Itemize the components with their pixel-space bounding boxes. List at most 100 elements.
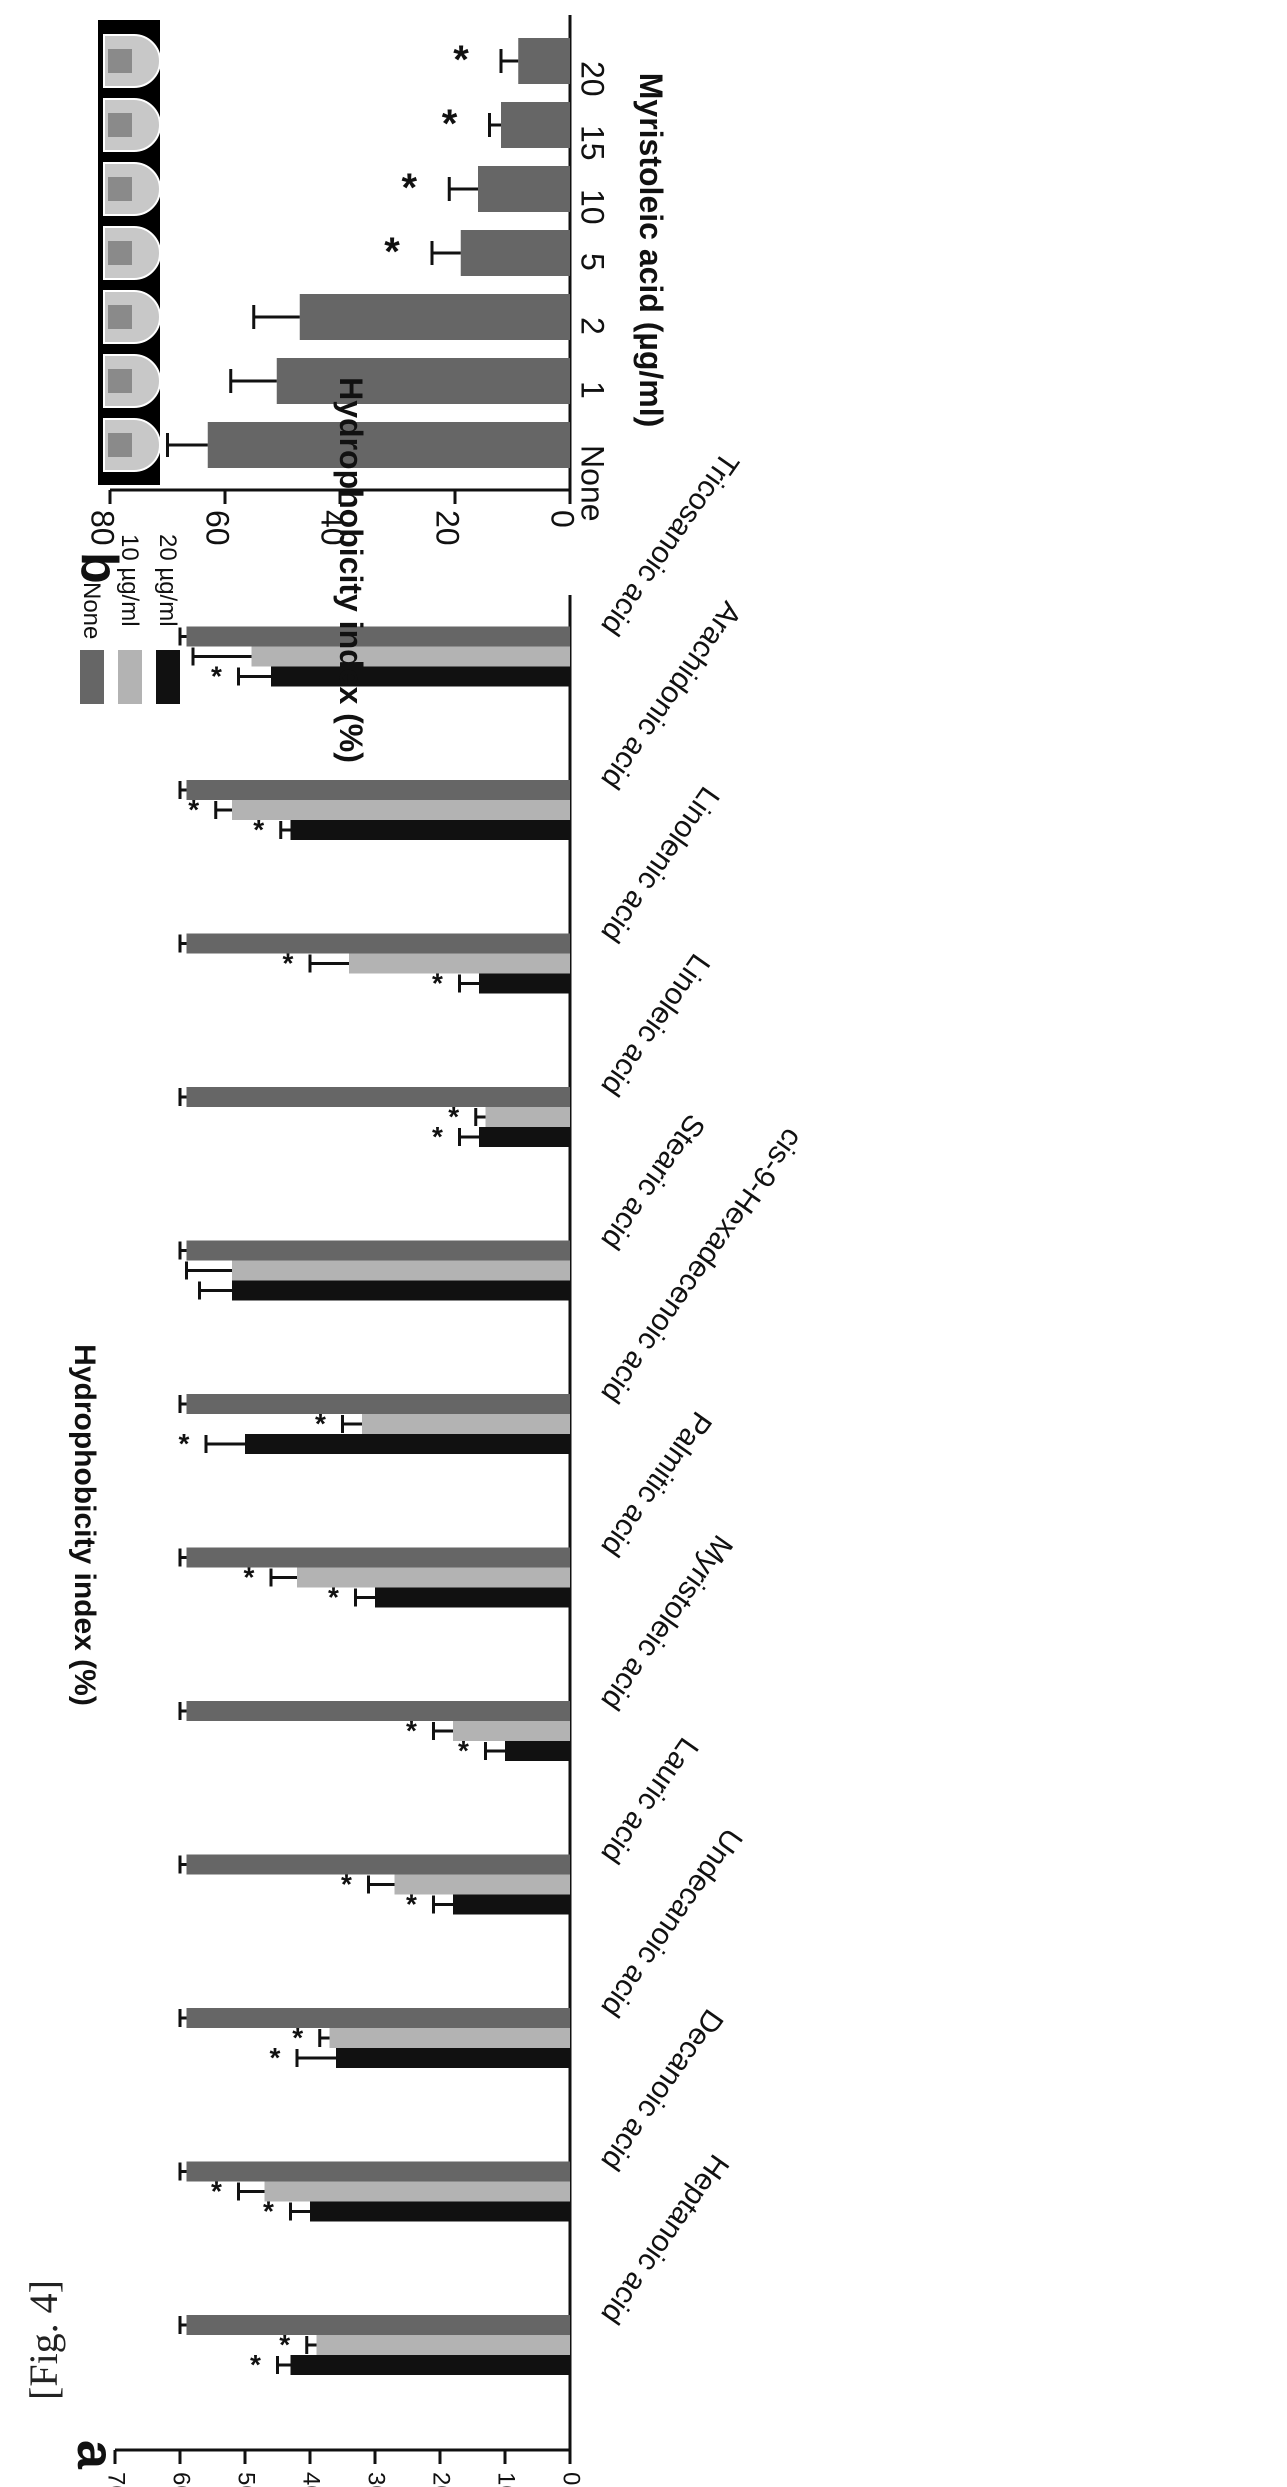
a-significance-mark: * <box>458 1735 469 1766</box>
a-significance-mark: * <box>283 948 294 979</box>
a-significance-mark: * <box>244 1562 255 1593</box>
a-panel-letter: a <box>66 2440 124 2470</box>
a-significance-mark: * <box>211 2176 222 2207</box>
a-bar <box>186 1240 570 1261</box>
a-bar <box>453 1721 570 1741</box>
a-significance-mark: * <box>432 1121 443 1152</box>
a-bar <box>186 2315 570 2335</box>
a-significance-mark: * <box>315 1408 326 1439</box>
a-significance-mark: * <box>406 1889 417 1920</box>
a-category-label: Linolenic acid <box>594 781 725 949</box>
a-bar <box>329 2028 570 2048</box>
a-bar <box>186 2008 570 2028</box>
panel-b-chart: 0 20 40 60 80 None 1 2 * 5 * 10 * 15 * 20 Myristoleic ac… <box>70 15 669 763</box>
b-value-tick-label: 0 <box>545 510 581 528</box>
b-tube-shade <box>108 113 132 137</box>
a-legend-label: 20 µg/ml <box>154 534 181 627</box>
a-significance-mark: * <box>263 2196 274 2227</box>
b-category-label: 2 <box>575 317 611 335</box>
a-value-tick-label: 50 <box>233 2472 260 2487</box>
b-significance-mark: * <box>453 38 469 82</box>
a-bar <box>186 1394 570 1414</box>
a-significance-mark: * <box>179 1428 190 1459</box>
b-value-tick-label: 80 <box>85 510 121 546</box>
a-bar <box>336 2048 570 2068</box>
a-bar <box>264 2181 570 2202</box>
a-legend-swatch <box>156 650 180 704</box>
a-bar <box>349 953 570 974</box>
a-bar <box>245 1434 570 1454</box>
a-bar <box>479 973 570 994</box>
a-bar <box>394 1874 570 1895</box>
a-value-tick-label: 60 <box>168 2472 195 2487</box>
b-category-label: 15 <box>575 125 611 161</box>
a-bar <box>186 626 570 647</box>
a-bar <box>186 933 570 954</box>
a-significance-mark: * <box>432 968 443 999</box>
a-value-axis-title: Hydrophobicity index (%) <box>68 1344 101 1706</box>
b-bar <box>478 166 570 212</box>
b-significance-mark: * <box>442 102 458 146</box>
a-bar <box>186 2161 570 2182</box>
a-significance-mark: * <box>211 661 222 692</box>
a-bar <box>232 1280 570 1301</box>
b-bar <box>501 102 570 148</box>
b-value-tick-label: 40 <box>315 510 351 546</box>
a-bar <box>186 780 570 800</box>
b-tube-shade <box>108 49 132 73</box>
a-bar <box>297 1567 570 1588</box>
a-value-tick-label: 70 <box>103 2472 130 2487</box>
a-bar <box>485 1107 570 1127</box>
a-value-tick-label: 30 <box>363 2472 390 2487</box>
panel-a-chart: 0 10 20 30 40 50 60 70 Hydrophobicity index (%) a… <box>66 446 809 2487</box>
b-category-label: 10 <box>575 189 611 225</box>
figure-label: [Fig. 4] <box>21 2280 66 2400</box>
b-tube-shade <box>108 369 132 393</box>
a-bar <box>186 1087 570 1107</box>
b-significance-mark: * <box>401 166 417 210</box>
a-category-label: Palmitic acid <box>594 1406 718 1563</box>
b-category-label: None <box>575 445 611 522</box>
a-value-tick-label: 0 <box>558 2472 585 2485</box>
a-significance-mark: * <box>292 2022 303 2053</box>
a-significance-mark: * <box>406 1715 417 1746</box>
b-bar <box>207 422 570 468</box>
b-tube-shade <box>108 305 132 329</box>
b-value-tick-label: 60 <box>200 510 236 546</box>
b-tube-shade <box>108 241 132 265</box>
a-bar <box>232 800 570 820</box>
b-value-tick-label: 20 <box>430 510 466 546</box>
a-significance-mark: * <box>448 1101 459 1132</box>
a-bar <box>290 2355 570 2375</box>
a-category-label: Lauric acid <box>594 1732 704 1870</box>
a-bar <box>316 2335 570 2355</box>
a-significance-mark: * <box>328 1582 339 1613</box>
b-bar <box>518 38 570 84</box>
a-bar <box>251 646 570 667</box>
b-category-label: 5 <box>575 253 611 271</box>
b-panel-letter: b <box>70 552 128 584</box>
a-bar <box>271 666 570 687</box>
a-category-label: Stearic acid <box>594 1108 711 1255</box>
a-bar <box>290 820 570 840</box>
b-category-label: 1 <box>575 381 611 399</box>
a-significance-mark: * <box>341 1869 352 1900</box>
a-significance-mark: * <box>250 2349 261 2380</box>
a-significance-mark: * <box>188 794 199 825</box>
b-bar <box>460 230 570 276</box>
a-bar <box>186 1547 570 1568</box>
a-bar <box>186 1701 570 1721</box>
b-bar <box>276 358 570 404</box>
a-bar <box>186 1854 570 1875</box>
b-tube-shade <box>108 433 132 457</box>
a-category-label: cis-9-Hexadecenoic acid <box>594 1122 808 1409</box>
a-significance-mark: * <box>253 814 264 845</box>
a-category-label: Linoleic acid <box>594 948 716 1102</box>
a-legend-label: 10 µg/ml <box>116 534 143 627</box>
a-significance-mark: * <box>270 2042 281 2073</box>
a-legend-swatch <box>80 650 104 704</box>
a-bar <box>232 1260 570 1281</box>
b-value-axis-title: Hydrophobicity index (%) <box>333 377 369 763</box>
b-significance-mark: * <box>384 230 400 274</box>
